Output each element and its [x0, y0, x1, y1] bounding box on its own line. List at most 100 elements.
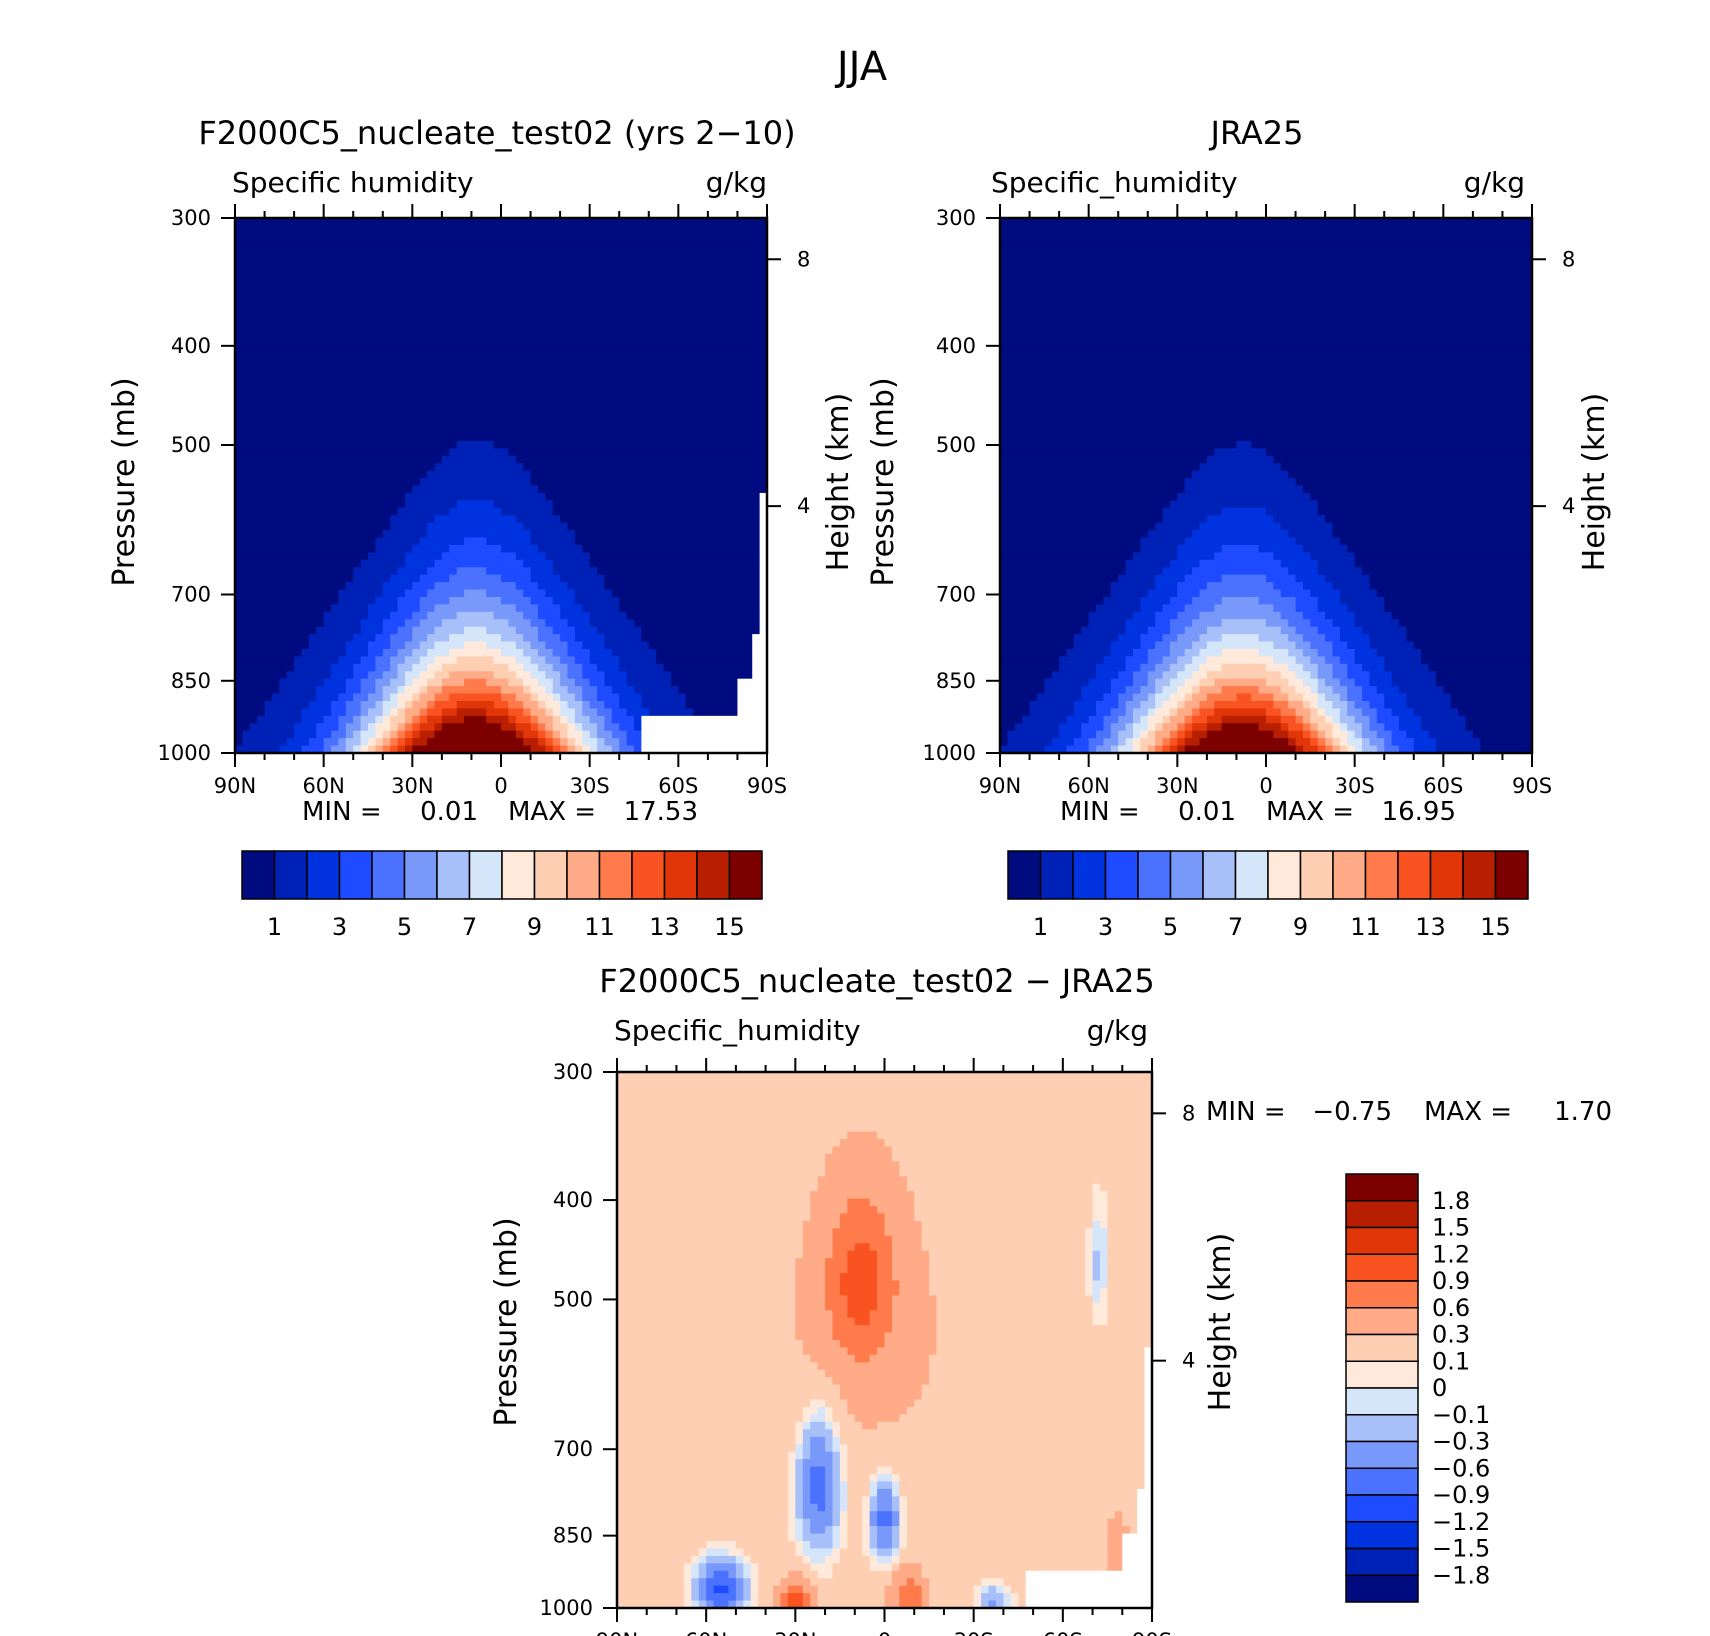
field-cell — [617, 1072, 1153, 1081]
field-cell — [1332, 723, 1341, 732]
field-cell — [810, 1481, 826, 1490]
field-cell — [323, 745, 332, 754]
field-cell — [921, 1585, 930, 1594]
field-cell — [1092, 1302, 1109, 1311]
field-cell — [412, 648, 428, 657]
field-cell — [545, 492, 761, 501]
field-cell — [1155, 745, 1164, 754]
field-cell — [1184, 485, 1304, 494]
field-cell — [1177, 552, 1215, 561]
field-cell — [1000, 314, 1533, 323]
field-cell — [683, 1593, 692, 1602]
field-cell — [390, 522, 428, 531]
colorbar-model: 1 3 5 7 9 11 13 15 — [241, 850, 763, 941]
field-cell — [390, 515, 436, 524]
field-cell — [617, 1183, 819, 1192]
field-cell — [1199, 611, 1282, 620]
field-cell — [589, 611, 628, 620]
field-cell — [839, 1541, 848, 1550]
field-cell — [869, 1526, 878, 1535]
field-cell — [537, 715, 554, 724]
colorbar-swatch — [241, 850, 276, 900]
field-cell — [737, 700, 768, 710]
field-cell — [802, 1429, 834, 1438]
field-cell — [530, 537, 576, 546]
field-cell — [891, 1570, 923, 1579]
field-cell — [929, 1287, 1086, 1296]
field-cell — [604, 738, 620, 747]
field-cell — [884, 1585, 900, 1594]
field-cell — [1122, 1533, 1153, 1542]
field-cell — [486, 567, 532, 576]
field-cell — [486, 708, 509, 717]
field-cell — [891, 1578, 908, 1587]
field-cell — [802, 1250, 834, 1259]
field-cell — [1169, 693, 1186, 702]
field-cell — [382, 582, 413, 591]
field-cell — [862, 1526, 871, 1535]
field-cell — [1110, 686, 1127, 695]
field-cell — [427, 708, 443, 717]
field-cell — [323, 611, 369, 620]
field-cell — [412, 700, 428, 710]
field-cell — [847, 1526, 863, 1535]
field-cell — [825, 1481, 834, 1490]
field-cell — [1280, 723, 1289, 732]
field-cell — [869, 1503, 878, 1512]
colorbar-swatch — [1345, 1521, 1419, 1550]
field-cell — [523, 730, 539, 739]
field-cell — [802, 1503, 819, 1512]
field-cell — [802, 1526, 811, 1535]
field-cell — [1092, 1220, 1101, 1229]
field-cell — [617, 1421, 796, 1430]
field-cell — [1206, 715, 1223, 724]
field-cell — [279, 686, 317, 695]
field-cell — [626, 738, 642, 747]
field-cell — [899, 1548, 1109, 1557]
field-cell — [1266, 708, 1282, 717]
field-cell — [1192, 641, 1208, 650]
field-cell — [1103, 738, 1119, 747]
field-cell — [604, 715, 613, 724]
field-cell — [1177, 686, 1193, 695]
field-cell — [434, 671, 450, 680]
field-cell — [574, 530, 761, 539]
field-cell — [456, 700, 495, 710]
field-cell — [1221, 686, 1260, 695]
field-cell — [1354, 678, 1371, 687]
field-cell — [427, 567, 458, 576]
panel-diff-var-label: Specific_humidity — [614, 1014, 861, 1047]
field-cell — [869, 1474, 878, 1483]
field-cell — [523, 738, 539, 747]
field-cell — [735, 1585, 744, 1594]
field-cell — [802, 1414, 811, 1423]
field-cell — [1147, 671, 1164, 680]
field-cell — [412, 738, 428, 747]
field-cell — [397, 663, 413, 672]
field-cell — [456, 440, 495, 449]
colorbar-swatch — [631, 850, 666, 900]
y-tick-label: 500 — [171, 433, 211, 457]
field-cell — [929, 1273, 1086, 1282]
field-cell — [1003, 1585, 1012, 1594]
field-cell — [825, 1399, 848, 1408]
field-cell — [862, 1548, 871, 1557]
field-cell — [404, 589, 428, 598]
field-cell — [787, 1488, 796, 1497]
field-cell — [1085, 1250, 1094, 1259]
field-cell — [641, 626, 761, 635]
x-tick-label: 60S — [1423, 774, 1463, 798]
field-cell — [1310, 641, 1334, 650]
field-cell — [891, 1310, 938, 1319]
field-cell — [862, 1518, 871, 1527]
field-cell — [382, 745, 391, 754]
field-cell — [235, 589, 340, 598]
field-cell — [338, 693, 354, 702]
field-cell — [464, 537, 487, 546]
field-cell — [698, 1578, 707, 1587]
field-cell — [869, 1563, 893, 1572]
field-cell — [1000, 537, 1141, 546]
field-cell — [1413, 708, 1459, 717]
field-cell — [345, 678, 362, 687]
